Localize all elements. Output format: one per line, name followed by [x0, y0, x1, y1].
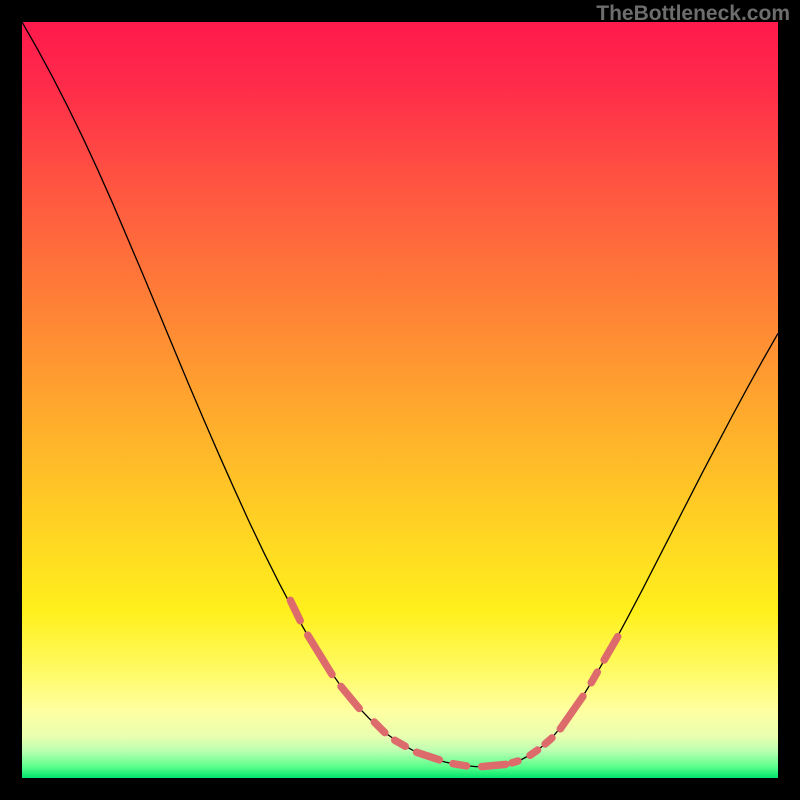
chart-frame: TheBottleneck.com — [0, 0, 800, 800]
bottleneck-curve-chart — [0, 0, 800, 800]
watermark-text: TheBottleneck.com — [596, 2, 790, 26]
